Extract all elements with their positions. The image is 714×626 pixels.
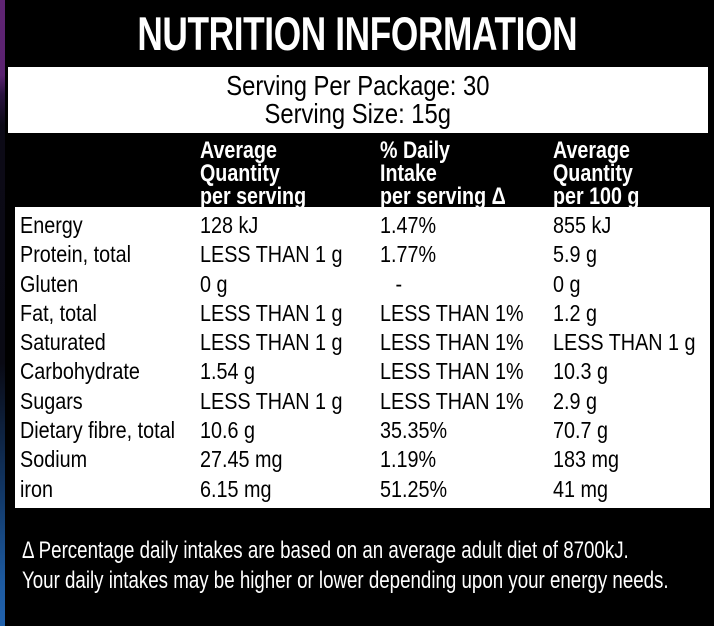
nutrition-table: Energy 128 kJ 1.47% 855 kJ Protein, tota… xyxy=(15,207,710,508)
column-header-line: Quantity xyxy=(553,160,633,187)
column-header-line: Average xyxy=(200,137,277,164)
avg-qty-per-100g: 41 mg xyxy=(553,475,608,502)
column-header-daily-intake: % Daily Intake per serving Δ xyxy=(380,137,533,210)
column-header-line: Intake xyxy=(380,160,437,187)
column-header-line: % Daily xyxy=(380,137,451,164)
avg-qty-per-100g: 855 kJ xyxy=(553,212,612,238)
nutrient-name: Protein, total xyxy=(20,241,132,268)
serving-per-package: Serving Per Package: 30 xyxy=(226,70,490,101)
avg-qty-per-serving: 128 kJ xyxy=(200,212,259,238)
avg-qty-per-100g: 5.9 g xyxy=(553,241,597,268)
avg-qty-per-100g: 10.3 g xyxy=(553,358,608,385)
nutrient-name: Saturated xyxy=(20,329,106,356)
table-header-band: Average Quantity per serving % Daily Int… xyxy=(0,133,714,210)
daily-intake-per-serving: LESS THAN 1% xyxy=(380,299,524,326)
daily-intake-per-serving: 1.47% xyxy=(380,212,437,238)
column-header-line: Quantity xyxy=(200,160,280,187)
table-row: Dietary fibre, total 10.6 g 35.35% 70.7 … xyxy=(15,416,710,445)
table-row: Energy 128 kJ 1.47% 855 kJ xyxy=(15,211,710,240)
column-header-line: Average xyxy=(553,137,630,164)
avg-qty-per-100g: 0 g xyxy=(553,270,581,297)
nutrient-name: Energy xyxy=(20,212,83,238)
daily-intake-per-serving: LESS THAN 1% xyxy=(380,358,524,385)
table-row: Carbohydrate 1.54 g LESS THAN 1% 10.3 g xyxy=(15,357,710,386)
nutrient-name: Sugars xyxy=(20,387,83,414)
avg-qty-per-serving: LESS THAN 1 g xyxy=(200,241,343,268)
avg-qty-per-100g: 183 mg xyxy=(553,446,619,473)
column-header-line: per serving xyxy=(200,183,307,210)
table-row: Sodium 27.45 mg 1.19% 183 mg xyxy=(15,445,710,474)
daily-intake-per-serving: LESS THAN 1% xyxy=(380,387,524,414)
nutrient-name: Carbohydrate xyxy=(20,358,140,385)
serving-info-box: Serving Per Package: 30 Serving Size: 15… xyxy=(8,67,708,133)
avg-qty-per-100g: 2.9 g xyxy=(553,387,597,414)
avg-qty-per-serving: LESS THAN 1 g xyxy=(200,387,343,414)
column-header-line: per 100 g xyxy=(553,183,640,210)
avg-qty-per-100g: LESS THAN 1 g xyxy=(553,329,696,356)
avg-qty-per-serving: LESS THAN 1 g xyxy=(200,299,343,326)
table-row: Fat, total LESS THAN 1 g LESS THAN 1% 1.… xyxy=(15,299,710,328)
nutrient-name: Fat, total xyxy=(20,299,97,326)
daily-intake-per-serving: 51.25% xyxy=(380,475,448,502)
avg-qty-per-serving: 6.15 mg xyxy=(200,475,272,502)
daily-intake-per-serving: 35.35% xyxy=(380,417,448,444)
avg-qty-per-100g: 1.2 g xyxy=(553,299,597,326)
nutrient-name: iron xyxy=(20,475,53,502)
table-row: Protein, total LESS THAN 1 g 1.77% 5.9 g xyxy=(15,240,710,269)
table-row: Gluten 0 g - 0 g xyxy=(15,270,710,299)
title-band: NUTRITION INFORMATION xyxy=(0,0,714,67)
footnote-line-1: Δ Percentage daily intakes are based on … xyxy=(22,537,629,564)
footnote-band: Δ Percentage daily intakes are based on … xyxy=(0,508,714,626)
column-header-line: per serving Δ xyxy=(380,183,506,210)
avg-qty-per-serving: LESS THAN 1 g xyxy=(200,329,343,356)
table-row: iron 6.15 mg 51.25% 41 mg xyxy=(15,475,710,504)
avg-qty-per-serving: 0 g xyxy=(200,270,228,297)
daily-intake-per-serving: - xyxy=(395,270,403,297)
table-row: Saturated LESS THAN 1 g LESS THAN 1% LES… xyxy=(15,328,710,357)
avg-qty-per-serving: 27.45 mg xyxy=(200,446,283,473)
nutrient-name: Dietary fibre, total xyxy=(20,417,176,444)
serving-size: Serving Size: 15g xyxy=(264,98,452,129)
footnote-line-2: Your daily intakes may be higher or lowe… xyxy=(22,567,669,594)
daily-intake-per-serving: 1.77% xyxy=(380,241,437,268)
avg-qty-per-serving: 1.54 g xyxy=(200,358,255,385)
avg-qty-per-serving: 10.6 g xyxy=(200,417,255,444)
avg-qty-per-100g: 70.7 g xyxy=(553,417,608,444)
daily-intake-per-serving: 1.19% xyxy=(380,446,437,473)
nutrient-name: Gluten xyxy=(20,270,79,297)
column-header-avg-per-100g: Average Quantity per 100 g xyxy=(553,137,658,210)
table-row: Sugars LESS THAN 1 g LESS THAN 1% 2.9 g xyxy=(15,387,710,416)
nutrient-name: Sodium xyxy=(20,446,88,473)
label-title: NUTRITION INFORMATION xyxy=(137,7,577,60)
column-header-avg-per-serving: Average Quantity per serving xyxy=(200,137,329,210)
background-edge-strip xyxy=(0,0,5,626)
daily-intake-per-serving: LESS THAN 1% xyxy=(380,329,524,356)
